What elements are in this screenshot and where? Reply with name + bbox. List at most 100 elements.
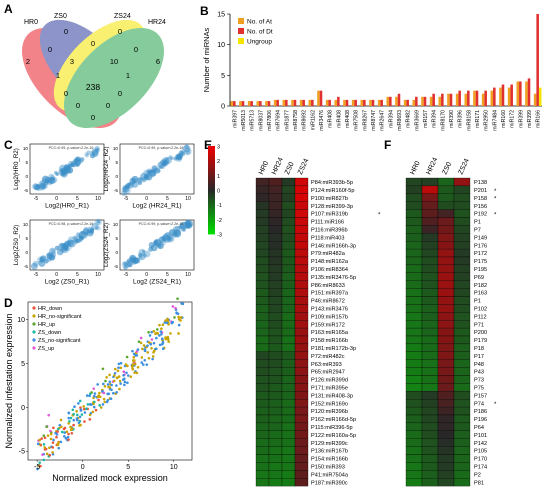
scatter-point [47,413,51,417]
venn-num: 0 [64,27,68,36]
heatmap-cell [437,248,455,258]
color-scale-cell [208,225,215,228]
scatter-point [69,428,73,432]
heatmap-cell [255,193,270,202]
density-point [86,229,94,237]
density-point [154,167,161,174]
scatter-point [153,349,156,353]
heatmap-cell [453,406,471,416]
density-point [46,251,52,257]
heatmap-cell [437,438,455,447]
color-scale-cell [208,165,215,167]
row-label: P151:miR397a [311,291,349,297]
heatmap-cell [255,280,270,289]
heatmap-cell [437,375,455,384]
bar [533,93,537,106]
scatter-point [147,330,150,334]
heatmap-cell [294,414,309,424]
heatmap-cell [294,272,309,281]
heatmap-cell [453,470,471,479]
scatter-point [99,406,103,409]
x-tick-label: miR408 [328,110,334,128]
density-point [67,163,72,169]
scatter-point [113,374,116,377]
x-tick-label: miR1877 [284,110,290,131]
heatmap-cell [421,446,439,455]
heatmap-cell [453,256,471,266]
bar-chart-b: 0 5 10 15 Number of miRNAs miR397 miR5013 miR57… [202,12,542,131]
row-label: P102 [474,307,487,313]
heatmap-cell [294,185,309,194]
scatter-point [88,403,92,406]
heatmap-cell [453,304,471,313]
heatmap-cell [294,233,309,242]
legend-swatch [238,28,244,34]
scatter-point [102,397,106,401]
scatter-point [59,440,63,444]
x-tick-label: 0 [145,272,148,278]
heatmap-cell [281,462,296,471]
column-label: HR24 [271,157,285,176]
heatmap-cell [255,177,270,187]
heatmap-cell [437,225,455,234]
star-marker: * [494,213,497,219]
scatter-point [151,355,155,358]
heatmap-cell [437,177,455,187]
scatter-point [166,317,169,321]
heatmap-cell [453,327,471,337]
x-tick-label: miR397 [232,110,238,128]
row-label: P158:miR166b [311,338,348,344]
heatmap-cell [255,343,270,352]
heatmap-cell [294,241,309,250]
color-scale-cell [208,231,215,233]
row-label: P120:miR396b [311,409,348,415]
bar [343,99,346,106]
y-tick-label: -5 [24,264,29,269]
scatter-point [82,407,86,411]
y-tick-label: 10 [17,317,25,324]
scatter-point [122,370,126,374]
scatter-point [69,425,72,429]
row-label: P182 [474,283,487,289]
heatmap-cell [453,399,471,408]
heatmap-cell [281,209,296,218]
heatmap-cell [405,280,423,289]
color-scale-cell [208,206,215,208]
row-label: P86:miR8633 [311,283,345,289]
venn-set-label-zs24: ZS24 [114,13,131,20]
scatter-point [108,373,111,377]
bar [406,99,409,106]
density-point [174,232,179,236]
color-scale-cell [208,217,215,220]
x-axis-label: Log2(HR0_R1) [45,203,89,210]
scatter-point [88,418,92,421]
heatmap-cell [437,201,455,210]
bar [423,96,427,106]
heatmap-cell [453,422,471,431]
scatter-point [139,336,143,340]
column-label: HR24 [425,157,439,176]
density-point [63,164,71,173]
row-label: P157 [474,393,487,399]
heatmap-cell [453,241,471,250]
heatmap-cell [281,335,296,345]
heatmap-cell [437,185,455,194]
heatmap-cell [268,201,283,210]
venn-num: 238 [86,82,100,92]
heatmap-cell [294,399,309,408]
row-label: P138 [474,180,487,186]
color-scale-cell [208,169,215,172]
heatmap-cell [453,312,471,321]
venn-diagram: HR0 ZS0 ZS24 HR24 2 0 0 6 0 0 0 3 10 1 1… [21,13,166,128]
scatter-point [102,382,105,386]
pcc-note: PCC=0.98, p-value<2.2e-16 [49,222,94,226]
scatter-point [91,410,95,414]
scatter-point [78,415,82,419]
heatmap-cell [281,272,296,281]
bar [354,99,357,106]
bar [499,87,502,106]
heatmap-cell [405,264,423,273]
bar [377,99,381,106]
heatmap-cell [255,367,270,376]
scatter-point [67,416,71,420]
